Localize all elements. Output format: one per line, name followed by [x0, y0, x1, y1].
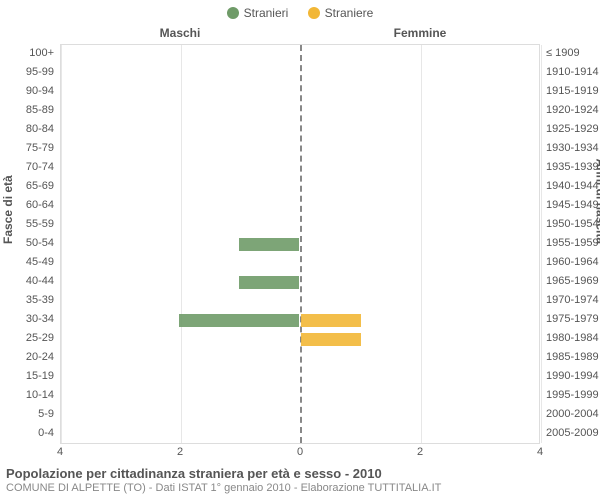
age-row — [61, 159, 539, 178]
legend: Stranieri Straniere — [0, 6, 600, 22]
y-tick-birth: 1980-1984 — [546, 329, 600, 348]
y-tick-birth: 1945-1949 — [546, 196, 600, 215]
age-row — [61, 406, 539, 425]
age-row — [61, 387, 539, 406]
y-tick-birth: 1935-1939 — [546, 158, 600, 177]
y-tick-birth: 1925-1929 — [546, 120, 600, 139]
x-tick-label: 0 — [297, 446, 303, 458]
age-row — [61, 216, 539, 235]
y-tick-age: 65-69 — [4, 177, 54, 196]
y-tick-birth: ≤ 1909 — [546, 44, 600, 63]
y-tick-birth: 1915-1919 — [546, 82, 600, 101]
age-row — [61, 349, 539, 368]
population-pyramid-chart: Stranieri Straniere Maschi Femmine Fasce… — [0, 0, 600, 500]
x-tick-label: 4 — [57, 446, 63, 458]
y-tick-age: 95-99 — [4, 63, 54, 82]
age-row — [61, 235, 539, 254]
age-row — [61, 368, 539, 387]
y-tick-age: 85-89 — [4, 101, 54, 120]
y-tick-birth: 1965-1969 — [546, 272, 600, 291]
age-row — [61, 292, 539, 311]
age-row — [61, 83, 539, 102]
chart-footer: Popolazione per cittadinanza straniera p… — [6, 466, 594, 494]
y-tick-age: 30-34 — [4, 310, 54, 329]
y-tick-birth: 2000-2004 — [546, 405, 600, 424]
legend-item-male: Stranieri — [227, 6, 289, 20]
y-tick-age: 75-79 — [4, 139, 54, 158]
plot-area — [60, 44, 540, 444]
age-row — [61, 311, 539, 330]
y-tick-birth: 1930-1934 — [546, 139, 600, 158]
legend-swatch-female — [308, 7, 320, 19]
y-tick-birth: 1995-1999 — [546, 386, 600, 405]
bar-female — [301, 314, 361, 327]
bar-male — [179, 314, 299, 327]
y-tick-birth: 1970-1974 — [546, 291, 600, 310]
y-tick-age: 50-54 — [4, 234, 54, 253]
y-tick-birth: 1910-1914 — [546, 63, 600, 82]
legend-swatch-male — [227, 7, 239, 19]
y-tick-birth: 1960-1964 — [546, 253, 600, 272]
gridline — [541, 45, 542, 443]
column-title-male: Maschi — [60, 26, 300, 40]
y-tick-birth: 1920-1924 — [546, 101, 600, 120]
y-tick-age: 20-24 — [4, 348, 54, 367]
age-row — [61, 121, 539, 140]
bar-male — [239, 238, 299, 251]
age-row — [61, 45, 539, 64]
y-tick-birth: 1940-1944 — [546, 177, 600, 196]
bar-male — [239, 276, 299, 289]
age-row — [61, 197, 539, 216]
age-row — [61, 254, 539, 273]
age-row — [61, 425, 539, 444]
column-title-female: Femmine — [300, 26, 540, 40]
y-tick-age: 40-44 — [4, 272, 54, 291]
legend-label-male: Stranieri — [244, 6, 289, 20]
y-tick-birth: 1975-1979 — [546, 310, 600, 329]
y-tick-age: 15-19 — [4, 367, 54, 386]
y-tick-age: 55-59 — [4, 215, 54, 234]
x-tick-label: 4 — [537, 446, 543, 458]
y-tick-birth: 1990-1994 — [546, 367, 600, 386]
chart-title: Popolazione per cittadinanza straniera p… — [6, 466, 594, 481]
y-tick-age: 5-9 — [4, 405, 54, 424]
y-tick-age: 45-49 — [4, 253, 54, 272]
age-row — [61, 330, 539, 349]
y-tick-age: 35-39 — [4, 291, 54, 310]
age-row — [61, 140, 539, 159]
y-tick-age: 60-64 — [4, 196, 54, 215]
x-tick-label: 2 — [177, 446, 183, 458]
legend-item-female: Straniere — [308, 6, 374, 20]
y-tick-age: 10-14 — [4, 386, 54, 405]
age-row — [61, 273, 539, 292]
y-tick-age: 0-4 — [4, 424, 54, 443]
y-tick-birth: 1950-1954 — [546, 215, 600, 234]
y-tick-birth: 1985-1989 — [546, 348, 600, 367]
y-tick-birth: 2005-2009 — [546, 424, 600, 443]
chart-subtitle: COMUNE DI ALPETTE (TO) - Dati ISTAT 1° g… — [6, 482, 594, 494]
legend-label-female: Straniere — [325, 6, 374, 20]
age-row — [61, 178, 539, 197]
y-tick-age: 80-84 — [4, 120, 54, 139]
y-tick-age: 70-74 — [4, 158, 54, 177]
y-tick-age: 100+ — [4, 44, 54, 63]
age-row — [61, 102, 539, 121]
y-tick-birth: 1955-1959 — [546, 234, 600, 253]
age-row — [61, 64, 539, 83]
y-tick-age: 25-29 — [4, 329, 54, 348]
x-tick-label: 2 — [417, 446, 423, 458]
bar-female — [301, 333, 361, 346]
y-tick-age: 90-94 — [4, 82, 54, 101]
